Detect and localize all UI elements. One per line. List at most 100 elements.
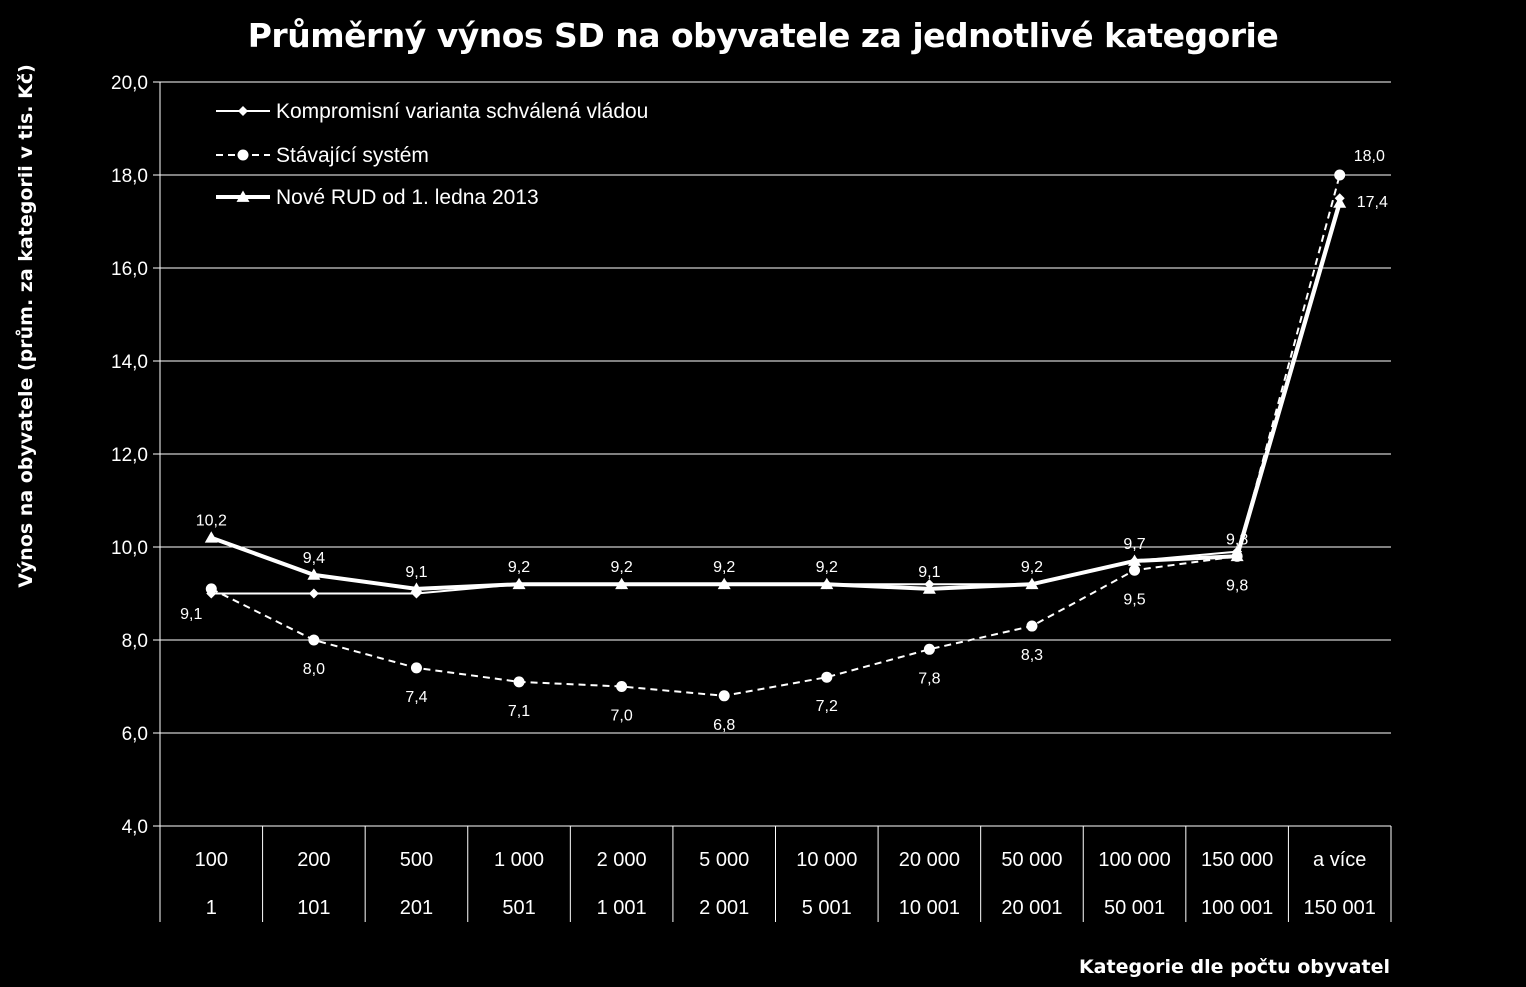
data-label-current: 6,8 bbox=[713, 717, 735, 734]
x-category-lower: 10 001 bbox=[899, 897, 960, 919]
x-category-upper: 10 000 bbox=[796, 849, 857, 871]
series-2-point bbox=[1333, 196, 1347, 208]
series-2-point bbox=[307, 568, 321, 580]
x-category-upper: 500 bbox=[400, 849, 433, 871]
x-category-lower: 2 001 bbox=[699, 897, 749, 919]
x-category-lower: 101 bbox=[297, 897, 330, 919]
x-category-upper: a více bbox=[1313, 849, 1366, 871]
y-tick-label: 14,0 bbox=[111, 352, 148, 373]
series-2-point bbox=[512, 577, 526, 590]
x-category-lower: 201 bbox=[400, 897, 433, 919]
series-2-point bbox=[1230, 549, 1244, 562]
x-category-lower: 5 001 bbox=[802, 897, 852, 919]
series-1-point bbox=[821, 671, 833, 683]
y-tick-label: 18,0 bbox=[111, 166, 148, 187]
data-label-current: 7,4 bbox=[405, 689, 427, 706]
y-tick-label: 8,0 bbox=[122, 631, 148, 652]
y-tick-label: 6,0 bbox=[122, 724, 148, 745]
data-label-current: 18,0 bbox=[1354, 148, 1385, 165]
series-1-point bbox=[1334, 169, 1346, 181]
data-label-new: 9,1 bbox=[405, 564, 427, 581]
chart-title: Průměrný výnos SD na obyvatele za jednot… bbox=[247, 16, 1279, 55]
y-tick-label: 10,0 bbox=[111, 538, 148, 559]
category-table: 100 200 500 1 000 2 000 5 000 10 000 20 000 50 0… bbox=[159, 826, 1392, 922]
y-tick-label: 4,0 bbox=[122, 817, 148, 838]
series-1-point bbox=[923, 643, 935, 655]
legend: Kompromisní varianta schválená vládou Stá… bbox=[216, 100, 648, 209]
series-1-point bbox=[308, 634, 320, 646]
y-axis-ticks: 4,0 6,0 8,0 10,0 12,0 14,0 16,0 18,0 20,0 bbox=[111, 73, 148, 838]
data-label-new: 10,2 bbox=[196, 513, 227, 530]
x-category-upper: 100 000 bbox=[1098, 849, 1170, 871]
legend-label-2: Nové RUD od 1. ledna 2013 bbox=[276, 186, 539, 209]
x-category-upper: 20 000 bbox=[899, 849, 960, 871]
data-label-new: 9,8 bbox=[1226, 531, 1248, 548]
data-label-current: 9,8 bbox=[1226, 577, 1248, 594]
data-label-new: 9,1 bbox=[918, 564, 940, 581]
data-label-current: 7,0 bbox=[611, 708, 633, 725]
data-label-current: 9,5 bbox=[1123, 591, 1145, 608]
series-2-point bbox=[409, 582, 423, 594]
series-2-point bbox=[717, 577, 731, 590]
series-1-point bbox=[1026, 620, 1038, 632]
data-label-new: 9,2 bbox=[611, 559, 633, 576]
x-category-upper: 50 000 bbox=[1001, 849, 1062, 871]
data-label-current: 8,0 bbox=[303, 661, 325, 678]
series-0-point bbox=[308, 588, 319, 599]
x-category-lower: 1 001 bbox=[597, 897, 647, 919]
data-label-new: 9,7 bbox=[1123, 536, 1145, 553]
x-axis-title: Kategorie dle počtu obyvatel bbox=[1079, 956, 1390, 978]
data-labels: 9,1 8,0 7,4 7,1 7,0 6,8 7,2 7,8 8,3 9,5 9,8 18,0 10,… bbox=[180, 148, 1388, 734]
x-category-lower: 501 bbox=[502, 897, 535, 919]
y-axis-title: Výnos na obyvatele (prům. za kategorii v… bbox=[14, 64, 37, 588]
data-label-new: 9,2 bbox=[1021, 559, 1043, 576]
series-1-point bbox=[205, 583, 217, 595]
data-label-new: 9,2 bbox=[508, 559, 530, 576]
x-category-lower: 1 bbox=[206, 897, 217, 919]
series-1-point bbox=[616, 681, 628, 692]
y-tick-label: 16,0 bbox=[111, 259, 148, 280]
y-tick-label: 12,0 bbox=[111, 445, 148, 466]
data-label-current: 9,1 bbox=[180, 606, 202, 623]
legend-label-1: Stávající systém bbox=[276, 144, 429, 167]
series-2-point bbox=[1128, 554, 1142, 566]
series-1-point bbox=[513, 676, 525, 688]
y-tick-label: 20,0 bbox=[111, 73, 148, 94]
series-2-point bbox=[615, 577, 629, 590]
data-label-new: 9,4 bbox=[303, 550, 325, 567]
x-category-upper: 150 000 bbox=[1201, 849, 1273, 871]
data-label-current: 7,8 bbox=[918, 670, 940, 687]
series-line-2 bbox=[210, 202, 1342, 591]
series-1-point bbox=[410, 662, 422, 674]
x-category-upper: 100 bbox=[195, 849, 228, 871]
series-2-point bbox=[922, 582, 936, 594]
x-category-lower: 100 001 bbox=[1201, 897, 1273, 919]
series-line-0 bbox=[211, 197, 1341, 595]
legend-label-0: Kompromisní varianta schválená vládou bbox=[276, 100, 648, 123]
legend-marker-2 bbox=[236, 190, 250, 202]
x-category-lower: 150 001 bbox=[1304, 897, 1376, 919]
x-category-lower: 50 001 bbox=[1104, 897, 1165, 919]
x-category-upper: 1 000 bbox=[494, 849, 544, 871]
series-1-point bbox=[718, 690, 730, 702]
series-2-point bbox=[1025, 577, 1039, 590]
data-label-current: 7,1 bbox=[508, 703, 530, 720]
data-label-current: 8,3 bbox=[1021, 647, 1043, 664]
x-category-upper: 5 000 bbox=[699, 849, 749, 871]
legend-marker-1 bbox=[237, 149, 249, 161]
data-label-current: 7,2 bbox=[816, 698, 838, 715]
series-lines bbox=[204, 169, 1347, 702]
series-line-1 bbox=[210, 174, 1341, 697]
x-category-lower: 20 001 bbox=[1001, 897, 1062, 919]
data-label-new: 9,2 bbox=[816, 559, 838, 576]
gridlines bbox=[153, 81, 1391, 827]
series-1-point bbox=[1129, 564, 1141, 576]
data-label-new: 17,4 bbox=[1357, 194, 1388, 211]
x-category-upper: 2 000 bbox=[597, 849, 647, 871]
series-2-point bbox=[820, 577, 834, 590]
x-category-upper: 200 bbox=[297, 849, 330, 871]
data-label-new: 9,2 bbox=[713, 559, 735, 576]
series-2-point bbox=[204, 531, 218, 543]
legend-marker-0 bbox=[238, 106, 248, 116]
